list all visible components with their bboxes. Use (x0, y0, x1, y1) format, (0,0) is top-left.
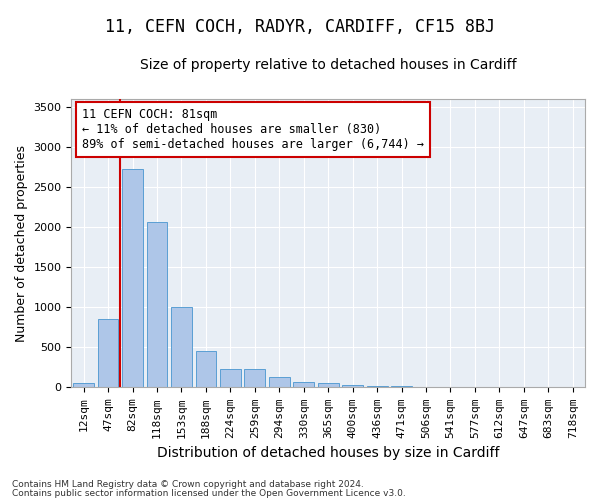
Bar (318, 383, 338, 388)
Text: Contains HM Land Registry data © Crown copyright and database right 2024.: Contains HM Land Registry data © Crown c… (12, 480, 364, 489)
Bar (244, 369, 265, 388)
X-axis label: Distribution of detached houses by size in Cardiff: Distribution of detached houses by size … (157, 446, 499, 460)
Title: Size of property relative to detached houses in Cardiff: Size of property relative to detached ho… (140, 58, 517, 71)
Bar (73, 382, 94, 388)
Bar (146, 222, 167, 388)
Bar (122, 168, 143, 388)
Bar (171, 306, 192, 388)
Bar (220, 369, 241, 388)
Bar (196, 351, 217, 388)
Bar (367, 386, 388, 388)
Text: 11, CEFN COCH, RADYR, CARDIFF, CF15 8BJ: 11, CEFN COCH, RADYR, CARDIFF, CF15 8BJ (105, 18, 495, 36)
Bar (391, 386, 412, 388)
Text: 11 CEFN COCH: 81sqm
← 11% of detached houses are smaller (830)
89% of semi-detac: 11 CEFN COCH: 81sqm ← 11% of detached ho… (82, 108, 424, 150)
Text: Contains public sector information licensed under the Open Government Licence v3: Contains public sector information licen… (12, 488, 406, 498)
Bar (98, 320, 118, 388)
Y-axis label: Number of detached properties: Number of detached properties (15, 145, 28, 342)
Bar (269, 376, 290, 388)
Bar (293, 382, 314, 388)
Bar (342, 385, 363, 388)
